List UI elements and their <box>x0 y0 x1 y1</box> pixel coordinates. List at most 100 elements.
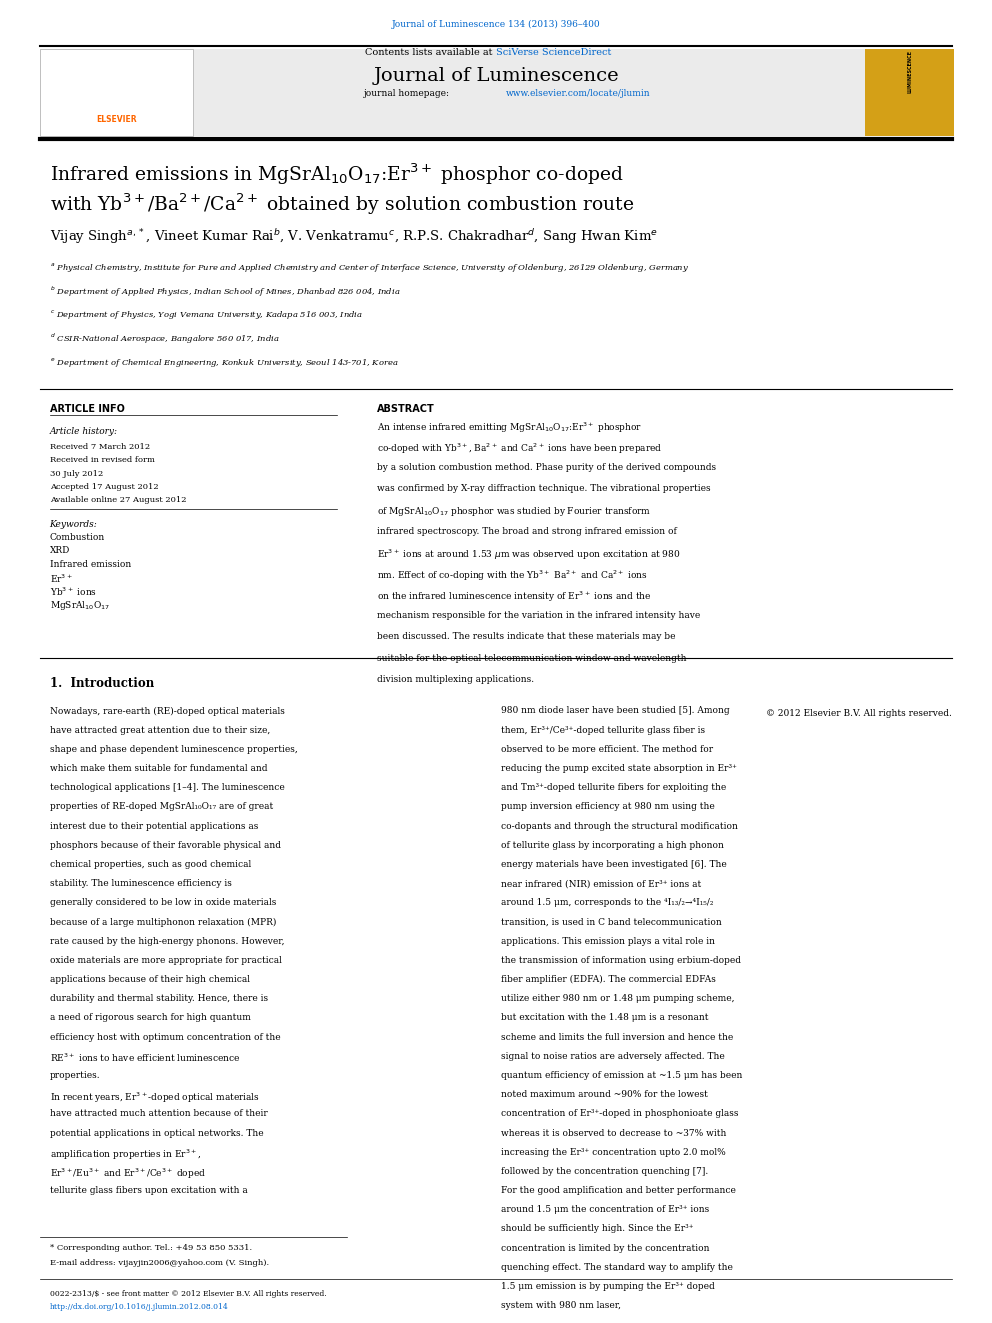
Text: RE$^{3+}$ ions to have efficient luminescence: RE$^{3+}$ ions to have efficient lumines… <box>50 1052 240 1064</box>
FancyBboxPatch shape <box>865 49 954 136</box>
Text: transition, is used in C band telecommunication: transition, is used in C band telecommun… <box>501 918 722 926</box>
Text: In recent years, Er$^{3+}$-doped optical materials: In recent years, Er$^{3+}$-doped optical… <box>50 1090 260 1105</box>
Text: and Tm³⁺-doped tellurite fibers for exploiting the: and Tm³⁺-doped tellurite fibers for expl… <box>501 783 726 792</box>
Text: ABSTRACT: ABSTRACT <box>377 404 434 414</box>
Text: chemical properties, such as good chemical: chemical properties, such as good chemic… <box>50 860 251 869</box>
Text: increasing the Er³⁺ concentration upto 2.0 mol%: increasing the Er³⁺ concentration upto 2… <box>501 1148 726 1156</box>
Text: was confirmed by X-ray diffraction technique. The vibrational properties: was confirmed by X-ray diffraction techn… <box>377 484 710 493</box>
Text: For the good amplification and better performance: For the good amplification and better pe… <box>501 1187 736 1195</box>
Text: applications because of their high chemical: applications because of their high chemi… <box>50 975 250 984</box>
Text: Infrared emissions in MgSrAl$_{10}$O$_{17}$:Er$^{3+}$ phosphor co-doped: Infrared emissions in MgSrAl$_{10}$O$_{1… <box>50 161 623 187</box>
Text: XRD: XRD <box>50 546 70 556</box>
Text: stability. The luminescence efficiency is: stability. The luminescence efficiency i… <box>50 880 231 888</box>
Text: * Corresponding author. Tel.: +49 53 850 5331.: * Corresponding author. Tel.: +49 53 850… <box>50 1244 252 1252</box>
Text: SciVerse ScienceDirect: SciVerse ScienceDirect <box>496 48 611 57</box>
Text: Contents lists available at: Contents lists available at <box>365 48 496 57</box>
Text: mechanism responsible for the variation in the infrared intensity have: mechanism responsible for the variation … <box>377 611 700 620</box>
Text: Accepted 17 August 2012: Accepted 17 August 2012 <box>50 483 159 491</box>
Text: $^b$ Department of Applied Physics, Indian School of Mines, Dhanbad 826 004, Ind: $^b$ Department of Applied Physics, Indi… <box>50 284 400 299</box>
Text: ELSEVIER: ELSEVIER <box>96 115 136 124</box>
Text: because of a large multiphonon relaxation (MPR): because of a large multiphonon relaxatio… <box>50 918 276 926</box>
Text: energy materials have been investigated [6]. The: energy materials have been investigated … <box>501 860 727 869</box>
Text: observed to be more efficient. The method for: observed to be more efficient. The metho… <box>501 745 713 754</box>
Text: Infrared emission: Infrared emission <box>50 560 131 569</box>
Text: should be sufficiently high. Since the Er³⁺: should be sufficiently high. Since the E… <box>501 1225 693 1233</box>
Text: reducing the pump excited state absorption in Er³⁺: reducing the pump excited state absorpti… <box>501 765 737 773</box>
Text: pump inversion efficiency at 980 nm using the: pump inversion efficiency at 980 nm usin… <box>501 802 714 811</box>
Text: $^d$ CSIR-National Aerospace, Bangalore 560 017, India: $^d$ CSIR-National Aerospace, Bangalore … <box>50 332 279 347</box>
Text: which make them suitable for fundamental and: which make them suitable for fundamental… <box>50 765 267 773</box>
Text: properties.: properties. <box>50 1072 100 1080</box>
Text: whereas it is observed to decrease to ~37% with: whereas it is observed to decrease to ~3… <box>501 1129 726 1138</box>
Text: MgSrAl$_{10}$O$_{17}$: MgSrAl$_{10}$O$_{17}$ <box>50 599 110 613</box>
Text: $^e$ Department of Chemical Engineering, Konkuk University, Seoul 143-701, Korea: $^e$ Department of Chemical Engineering,… <box>50 356 398 369</box>
Text: LUMINESCENCE: LUMINESCENCE <box>907 50 913 94</box>
Text: quenching effect. The standard way to amplify the: quenching effect. The standard way to am… <box>501 1263 733 1271</box>
Text: on the infrared luminescence intensity of Er$^{3+}$ ions and the: on the infrared luminescence intensity o… <box>377 590 652 605</box>
Text: potential applications in optical networks. The: potential applications in optical networ… <box>50 1129 263 1138</box>
FancyBboxPatch shape <box>40 49 895 136</box>
Text: nm. Effect of co-doping with the Yb$^{3+}$ Ba$^{2+}$ and Ca$^{2+}$ ions: nm. Effect of co-doping with the Yb$^{3+… <box>377 569 648 583</box>
Text: interest due to their potential applications as: interest due to their potential applicat… <box>50 822 258 831</box>
Text: 30 July 2012: 30 July 2012 <box>50 470 103 478</box>
Text: have attracted great attention due to their size,: have attracted great attention due to th… <box>50 725 270 734</box>
Text: of tellurite glass by incorporating a high phonon: of tellurite glass by incorporating a hi… <box>501 841 724 849</box>
Text: signal to noise ratios are adversely affected. The: signal to noise ratios are adversely aff… <box>501 1052 725 1061</box>
Text: Er$^{3+}$: Er$^{3+}$ <box>50 573 72 585</box>
Text: applications. This emission plays a vital role in: applications. This emission plays a vita… <box>501 937 715 946</box>
Text: a need of rigorous search for high quantum: a need of rigorous search for high quant… <box>50 1013 250 1023</box>
Text: have attracted much attention because of their: have attracted much attention because of… <box>50 1110 268 1118</box>
Text: around 1.5 μm the concentration of Er³⁺ ions: around 1.5 μm the concentration of Er³⁺ … <box>501 1205 709 1215</box>
Text: Er$^{3+}$ ions at around 1.53 $\mu$m was observed upon excitation at 980: Er$^{3+}$ ions at around 1.53 $\mu$m was… <box>377 548 681 562</box>
Text: with Yb$^{3+}$/Ba$^{2+}$/Ca$^{2+}$ obtained by solution combustion route: with Yb$^{3+}$/Ba$^{2+}$/Ca$^{2+}$ obtai… <box>50 192 634 217</box>
Text: Combustion: Combustion <box>50 533 105 542</box>
Text: Er$^{3+}$/Eu$^{3+}$ and Er$^{3+}$/Ce$^{3+}$ doped: Er$^{3+}$/Eu$^{3+}$ and Er$^{3+}$/Ce$^{3… <box>50 1167 205 1181</box>
Text: quantum efficiency of emission at ~1.5 μm has been: quantum efficiency of emission at ~1.5 μ… <box>501 1072 742 1080</box>
Text: Keywords:: Keywords: <box>50 520 97 529</box>
Text: An intense infrared emitting MgSrAl$_{10}$O$_{17}$:Er$^{3+}$ phosphor: An intense infrared emitting MgSrAl$_{10… <box>377 421 642 435</box>
Text: fiber amplifier (EDFA). The commercial EDFAs: fiber amplifier (EDFA). The commercial E… <box>501 975 716 984</box>
Text: by a solution combustion method. Phase purity of the derived compounds: by a solution combustion method. Phase p… <box>377 463 716 472</box>
Text: tellurite glass fibers upon excitation with a: tellurite glass fibers upon excitation w… <box>50 1187 247 1195</box>
Text: http://dx.doi.org/10.1016/j.jlumin.2012.08.014: http://dx.doi.org/10.1016/j.jlumin.2012.… <box>50 1303 228 1311</box>
Text: Received in revised form: Received in revised form <box>50 456 155 464</box>
Text: 1.  Introduction: 1. Introduction <box>50 677 154 691</box>
FancyBboxPatch shape <box>40 49 193 136</box>
Text: 0022-2313/$ - see front matter © 2012 Elsevier B.V. All rights reserved.: 0022-2313/$ - see front matter © 2012 El… <box>50 1290 326 1298</box>
Text: durability and thermal stability. Hence, there is: durability and thermal stability. Hence,… <box>50 995 268 1003</box>
Text: generally considered to be low in oxide materials: generally considered to be low in oxide … <box>50 898 276 908</box>
Text: properties of RE-doped MgSrAl₁₀O₁₇ are of great: properties of RE-doped MgSrAl₁₀O₁₇ are o… <box>50 802 273 811</box>
Text: E-mail address: vijayjin2006@yahoo.com (V. Singh).: E-mail address: vijayjin2006@yahoo.com (… <box>50 1259 269 1267</box>
Text: suitable for the optical telecommunication window and wavelength: suitable for the optical telecommunicati… <box>377 654 686 663</box>
Text: the transmission of information using erbium-doped: the transmission of information using er… <box>501 957 741 964</box>
Text: Article history:: Article history: <box>50 427 118 437</box>
Text: oxide materials are more appropriate for practical: oxide materials are more appropriate for… <box>50 957 282 964</box>
Text: division multiplexing applications.: division multiplexing applications. <box>377 675 534 684</box>
Text: 980 nm diode laser have been studied [5]. Among: 980 nm diode laser have been studied [5]… <box>501 706 729 716</box>
Text: co-dopants and through the structural modification: co-dopants and through the structural mo… <box>501 822 738 831</box>
Text: system with 980 nm laser,: system with 980 nm laser, <box>501 1302 621 1310</box>
Text: Received 7 March 2012: Received 7 March 2012 <box>50 443 150 451</box>
Text: 1.5 μm emission is by pumping the Er³⁺ doped: 1.5 μm emission is by pumping the Er³⁺ d… <box>501 1282 714 1291</box>
Text: been discussed. The results indicate that these materials may be: been discussed. The results indicate tha… <box>377 632 676 642</box>
Text: ARTICLE INFO: ARTICLE INFO <box>50 404 124 414</box>
Text: of MgSrAl$_{10}$O$_{17}$ phosphor was studied by Fourier transform: of MgSrAl$_{10}$O$_{17}$ phosphor was st… <box>377 505 651 519</box>
Text: technological applications [1–4]. The luminescence: technological applications [1–4]. The lu… <box>50 783 285 792</box>
Text: around 1.5 μm, corresponds to the ⁴I₁₃/₂→⁴I₁₅/₂: around 1.5 μm, corresponds to the ⁴I₁₃/₂… <box>501 898 713 908</box>
Text: Nowadays, rare-earth (RE)-doped optical materials: Nowadays, rare-earth (RE)-doped optical … <box>50 706 285 716</box>
Text: www.elsevier.com/locate/jlumin: www.elsevier.com/locate/jlumin <box>506 89 651 98</box>
Text: near infrared (NIR) emission of Er³⁺ ions at: near infrared (NIR) emission of Er³⁺ ion… <box>501 880 701 888</box>
Text: shape and phase dependent luminescence properties,: shape and phase dependent luminescence p… <box>50 745 298 754</box>
Text: scheme and limits the full inversion and hence the: scheme and limits the full inversion and… <box>501 1033 733 1041</box>
Text: co-doped with Yb$^{3+}$, Ba$^{2+}$ and Ca$^{2+}$ ions have been prepared: co-doped with Yb$^{3+}$, Ba$^{2+}$ and C… <box>377 442 663 456</box>
Text: $^c$ Department of Physics, Yogi Vemana University, Kadapa 516 003, India: $^c$ Department of Physics, Yogi Vemana … <box>50 308 363 321</box>
Text: Available online 27 August 2012: Available online 27 August 2012 <box>50 496 186 504</box>
Text: efficiency host with optimum concentration of the: efficiency host with optimum concentrati… <box>50 1033 280 1041</box>
Text: but excitation with the 1.48 μm is a resonant: but excitation with the 1.48 μm is a res… <box>501 1013 708 1023</box>
Text: © 2012 Elsevier B.V. All rights reserved.: © 2012 Elsevier B.V. All rights reserved… <box>767 709 952 718</box>
Text: Journal of Luminescence: Journal of Luminescence <box>373 67 619 86</box>
Text: noted maximum around ~90% for the lowest: noted maximum around ~90% for the lowest <box>501 1090 708 1099</box>
Text: rate caused by the high-energy phonons. However,: rate caused by the high-energy phonons. … <box>50 937 284 946</box>
Text: Yb$^{3+}$ ions: Yb$^{3+}$ ions <box>50 586 96 598</box>
Text: them, Er³⁺/Ce³⁺-doped tellurite glass fiber is: them, Er³⁺/Ce³⁺-doped tellurite glass fi… <box>501 725 705 734</box>
